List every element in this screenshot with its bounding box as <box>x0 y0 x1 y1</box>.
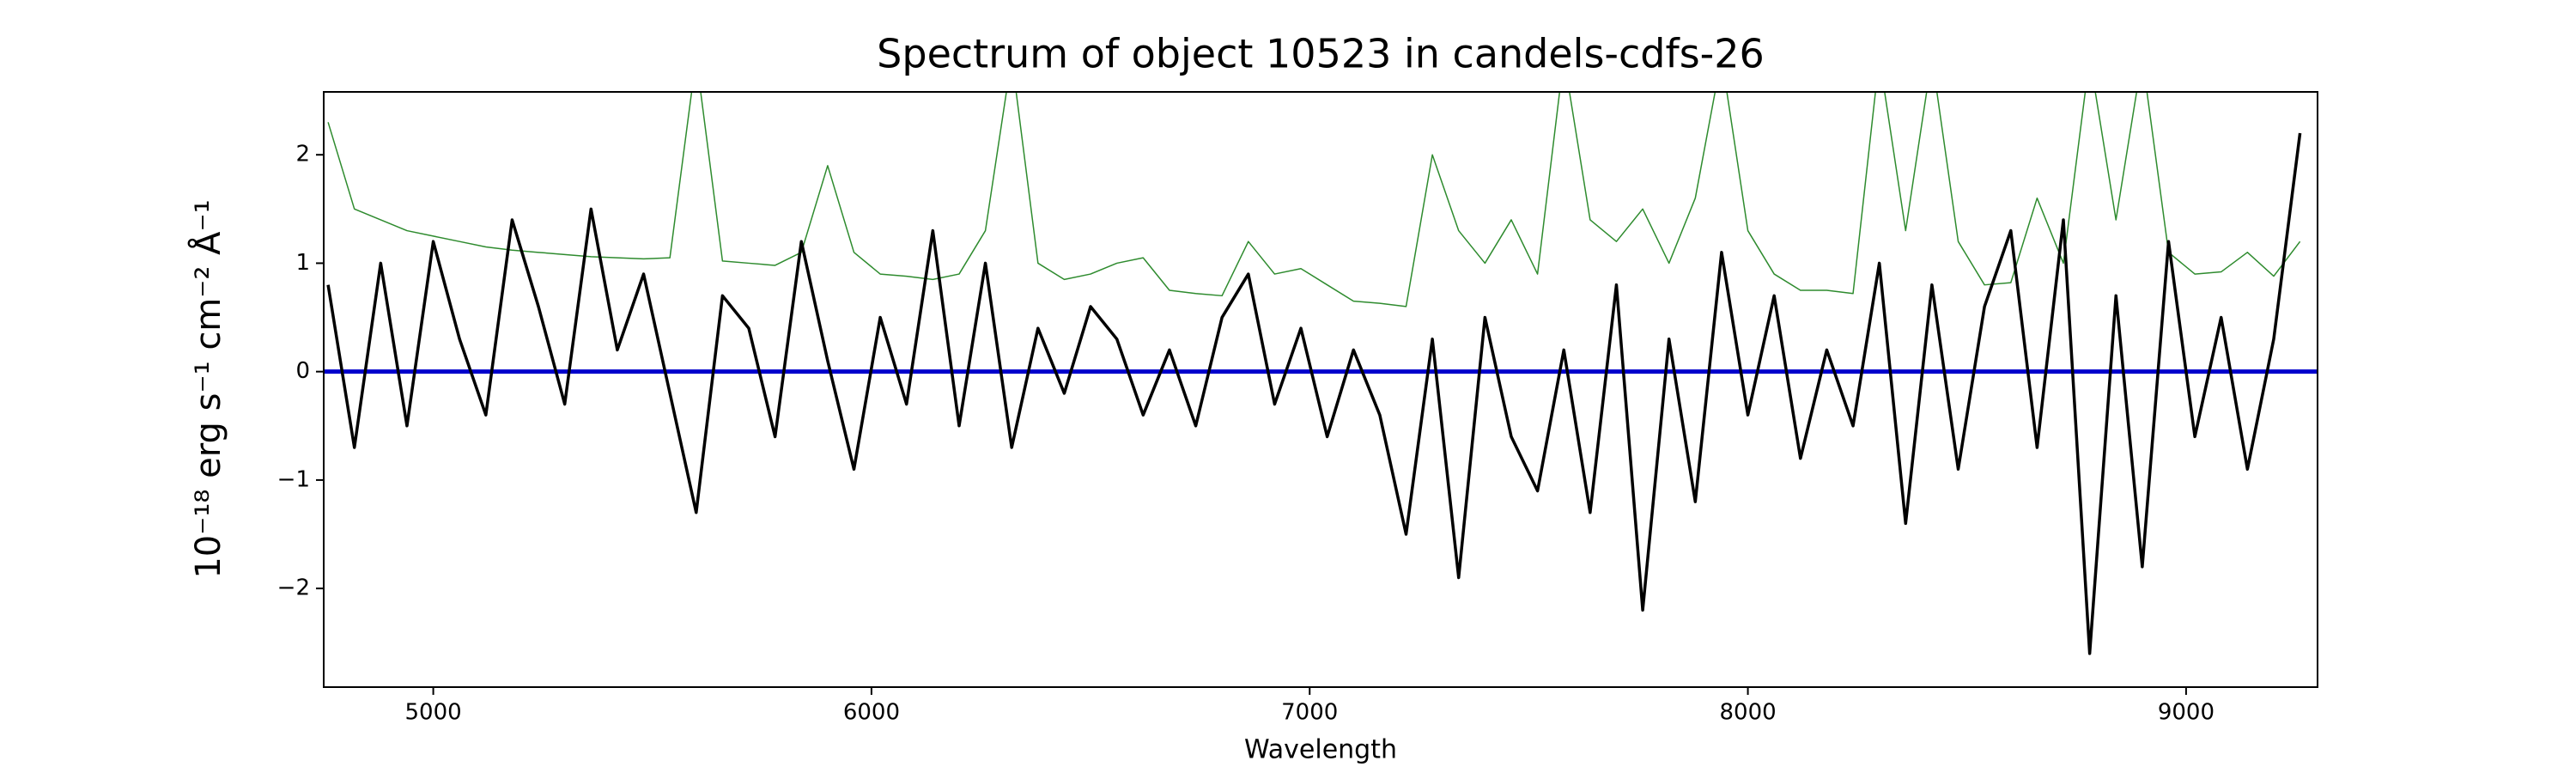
spectrum-line <box>327 92 2301 307</box>
y-tick-label: −2 <box>277 575 310 601</box>
x-tick-label: 7000 <box>1281 700 1338 726</box>
x-axis-label: Wavelength <box>1244 735 1397 765</box>
y-tick-label: 0 <box>295 358 310 384</box>
y-tick-label: −1 <box>277 466 310 492</box>
x-tick-label: 9000 <box>2158 700 2215 726</box>
x-tick-label: 8000 <box>1719 700 1776 726</box>
x-tick-label: 6000 <box>843 700 900 726</box>
plot-area <box>324 92 2318 655</box>
y-tick-label: 2 <box>295 142 310 167</box>
y-axis-label: 10⁻¹⁸ erg s⁻¹ cm⁻² Å⁻¹ <box>187 199 228 578</box>
x-tick-label: 5000 <box>404 700 461 726</box>
chart-title: Spectrum of object 10523 in candels-cdfs… <box>877 31 1765 77</box>
spectrum-line <box>326 132 2302 655</box>
y-tick-label: 1 <box>295 250 310 276</box>
plot-frame <box>323 91 2318 688</box>
